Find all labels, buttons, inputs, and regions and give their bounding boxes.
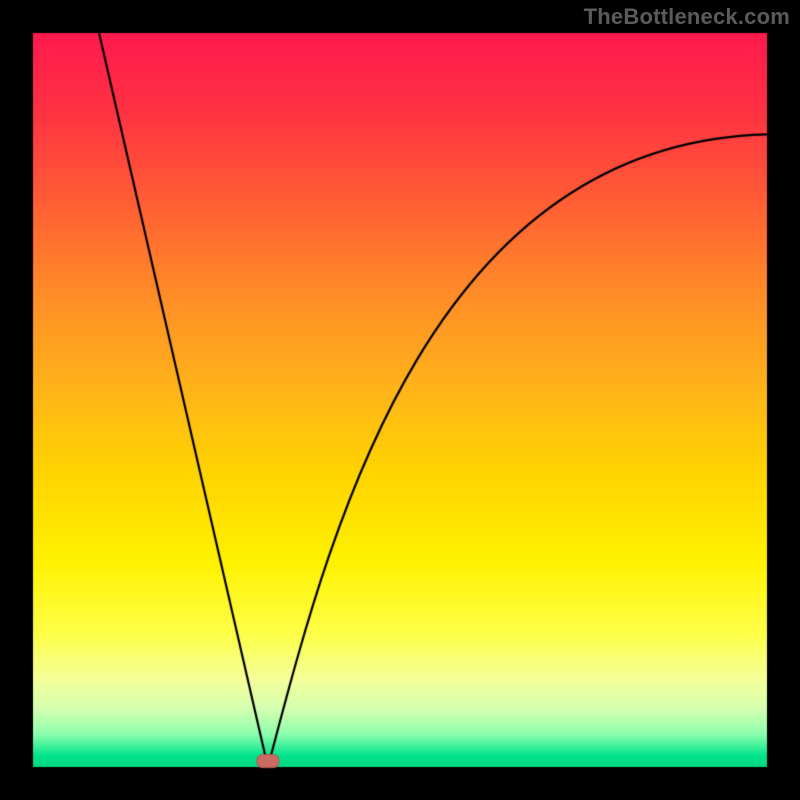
- bottleneck-chart-canvas: [0, 0, 800, 800]
- chart-stage: TheBottleneck.com: [0, 0, 800, 800]
- watermark-label: TheBottleneck.com: [584, 4, 790, 30]
